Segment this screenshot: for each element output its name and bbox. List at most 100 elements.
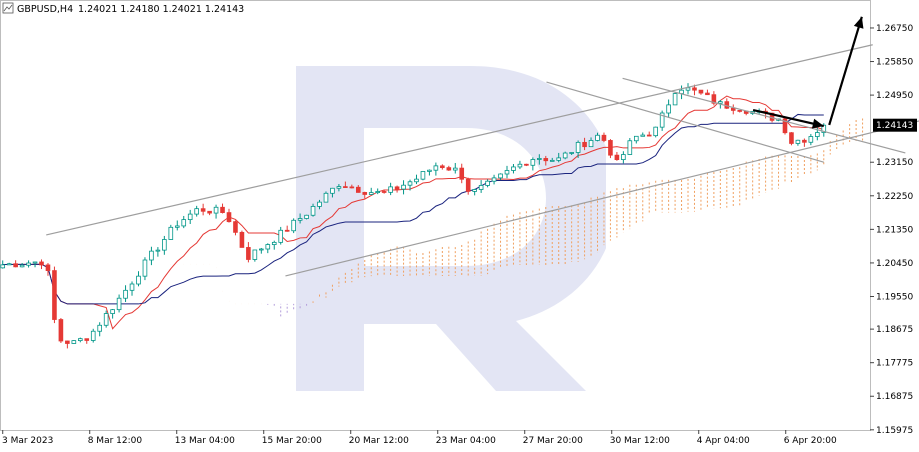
candle-body [808, 136, 814, 143]
candle-body [621, 154, 626, 160]
candle-body [440, 165, 445, 169]
candle-body [103, 313, 109, 326]
candle-body [84, 338, 90, 341]
candle-body [187, 213, 193, 221]
candle-body [427, 169, 432, 172]
candle-body [394, 186, 400, 190]
candle-body [614, 154, 620, 160]
y-tick-label: 1.26750 [876, 24, 913, 34]
candle-body [155, 249, 161, 252]
y-tick-label: 1.21350 [876, 225, 913, 235]
kijun-line [2, 113, 824, 305]
candle-body [355, 186, 361, 193]
candle-body [718, 101, 723, 104]
y-tick-label: 1.24950 [876, 91, 913, 101]
candle-body [90, 330, 96, 341]
candle-body [730, 107, 736, 111]
candle-body [368, 192, 374, 195]
candle-body [162, 239, 167, 251]
x-tick-label: 23 Mar 04:00 [436, 436, 496, 446]
y-tick-label: 1.15975 [876, 426, 913, 436]
candle-body [284, 229, 290, 232]
candle-body [252, 249, 258, 260]
candle-body [194, 208, 199, 215]
candle-body [737, 110, 743, 112]
current-price-badge [873, 118, 917, 132]
candle-body [608, 140, 613, 156]
candle-body [601, 134, 607, 141]
candle-body [692, 87, 697, 91]
x-tick-label: 27 Mar 20:00 [523, 436, 583, 446]
chart-title-symbol: GBPUSD,H4 [17, 4, 73, 15]
candle-body [452, 167, 458, 171]
candle-body [233, 221, 238, 233]
candle-body [459, 167, 465, 180]
y-tick-label: 1.19550 [876, 292, 913, 302]
candle-body [582, 141, 587, 148]
candle-body [653, 126, 658, 137]
candle-body [45, 264, 51, 271]
candle-body [226, 212, 232, 223]
candle-body [77, 338, 83, 342]
plot-frame [0, 0, 871, 431]
candle-body [65, 340, 70, 344]
candle-body [19, 264, 25, 268]
candle-body [478, 185, 484, 190]
flag-upper [622, 77, 906, 154]
candle-body [815, 132, 820, 137]
candle-body [672, 93, 678, 106]
y-tick-label: 1.18675 [876, 325, 913, 335]
candle-body [26, 262, 31, 266]
candle-body [136, 275, 141, 285]
candle-body [291, 219, 296, 232]
candle-body [537, 158, 542, 160]
candle-body [511, 166, 516, 171]
candle-body [491, 177, 497, 182]
candle-body [659, 112, 665, 128]
tenkan-line [2, 95, 824, 330]
channel-upper [46, 44, 873, 236]
candle-body [569, 152, 574, 154]
x-tick-label: 4 Apr 04:00 [697, 436, 750, 446]
candle-body [575, 141, 581, 153]
x-tick-label: 30 Mar 12:00 [610, 436, 670, 446]
candle-body [220, 206, 225, 213]
candle-body [524, 163, 529, 166]
x-tick-label: 3 Mar 2023 [2, 436, 53, 446]
flag-lower [546, 81, 824, 163]
candle-body [705, 92, 710, 96]
forecast-down-arrow [752, 108, 825, 128]
candle-body [246, 247, 251, 260]
x-tick-label: 6 Apr 20:00 [784, 436, 837, 446]
candle-body [52, 270, 57, 320]
y-tick-label: 1.20450 [876, 259, 913, 269]
candle-body [349, 186, 355, 189]
candle-body [174, 225, 180, 228]
candle-body [782, 118, 788, 134]
candle-body [698, 89, 704, 94]
candle-body [433, 165, 439, 171]
candle-body [375, 191, 380, 193]
forecast-up-arrow [828, 16, 863, 126]
candle-body [362, 192, 368, 195]
candle-body [666, 104, 671, 114]
candle-body [213, 206, 219, 214]
candle-body [420, 171, 426, 180]
candle-body [646, 134, 652, 137]
candle-body [330, 187, 335, 194]
candle-body [32, 261, 38, 264]
candle-body [562, 152, 568, 159]
candle-body [517, 163, 523, 168]
candle-body [297, 218, 303, 221]
candle-body [310, 206, 316, 216]
candle-body [97, 324, 102, 332]
candle-body [789, 132, 794, 144]
candle-body [181, 219, 187, 227]
symbol-icon-line [3, 4, 13, 12]
candle-body [71, 340, 77, 344]
current-price-label: 1.24143 [876, 121, 913, 131]
candle-body [407, 181, 413, 186]
candle-body [381, 191, 387, 193]
candle-body [200, 208, 206, 212]
